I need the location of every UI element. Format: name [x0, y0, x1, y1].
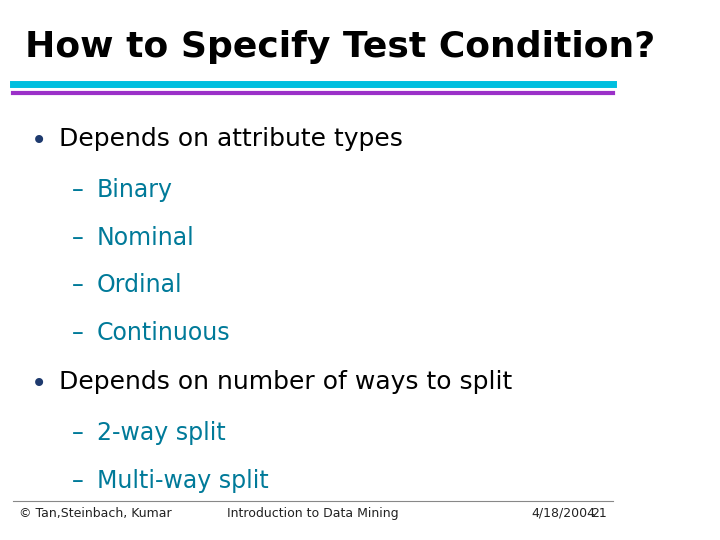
Text: How to Specify Test Condition?: How to Specify Test Condition? [25, 30, 655, 64]
Text: –: – [72, 226, 84, 249]
Text: Depends on attribute types: Depends on attribute types [60, 127, 403, 151]
Text: •: • [31, 127, 48, 155]
Text: Introduction to Data Mining: Introduction to Data Mining [227, 507, 399, 519]
Text: Continuous: Continuous [97, 321, 230, 345]
Text: 2-way split: 2-way split [97, 421, 225, 445]
Text: Nominal: Nominal [97, 226, 194, 249]
Text: Depends on number of ways to split: Depends on number of ways to split [60, 370, 513, 394]
Text: © Tan,Steinbach, Kumar: © Tan,Steinbach, Kumar [19, 507, 171, 519]
Text: Ordinal: Ordinal [97, 273, 183, 297]
Text: Multi-way split: Multi-way split [97, 469, 269, 492]
Text: 4/18/2004: 4/18/2004 [531, 507, 595, 519]
Text: •: • [31, 370, 48, 398]
Text: –: – [72, 273, 84, 297]
Text: –: – [72, 321, 84, 345]
Text: –: – [72, 421, 84, 445]
Text: 21: 21 [591, 507, 607, 519]
Text: –: – [72, 178, 84, 202]
Text: Binary: Binary [97, 178, 173, 202]
Text: –: – [72, 469, 84, 492]
